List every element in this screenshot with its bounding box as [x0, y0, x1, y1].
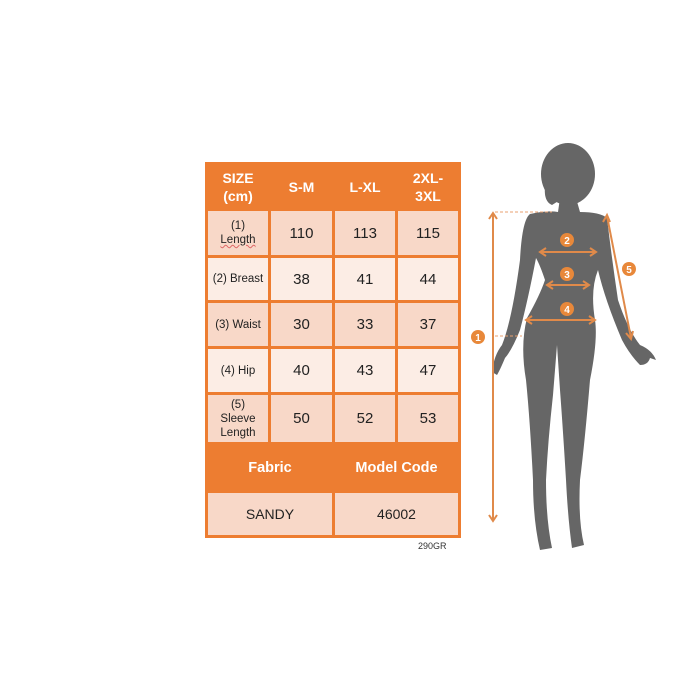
cell: 47: [395, 346, 461, 395]
marker-3: 3: [560, 267, 574, 281]
marker-2: 2: [560, 233, 574, 247]
marker-5: 5: [622, 262, 636, 276]
table-row: (2) Breast 38 41 44: [205, 255, 461, 303]
length-arrow: [488, 211, 498, 523]
row-num: (1): [230, 220, 246, 232]
table-row: (3) Waist 30 33 37: [205, 300, 461, 349]
row-num: (3): [215, 318, 230, 331]
fabric-weight: 290GR: [418, 541, 447, 551]
measurement-markers: 1 2 3 4 5: [471, 233, 636, 344]
row-name: Length: [220, 234, 256, 246]
row-num: (4): [220, 364, 235, 377]
marker-1: 1: [471, 330, 485, 344]
cell: 52: [332, 392, 398, 445]
row-label: (4) Hip: [205, 346, 271, 395]
sleeve-arrow: [602, 212, 634, 342]
hip-arrow: [524, 315, 597, 325]
header-l-xl: L-XL: [332, 162, 398, 211]
row-name: Hip: [238, 364, 256, 377]
model-code-value: 46002: [332, 490, 461, 538]
svg-text:1: 1: [475, 333, 481, 344]
svg-text:3: 3: [564, 270, 570, 281]
cell: 113: [332, 208, 398, 258]
breast-arrow: [538, 247, 598, 257]
cell: 44: [395, 255, 461, 303]
guide-lines: [495, 211, 552, 337]
cell: 115: [395, 208, 461, 258]
row-num: (2): [212, 273, 227, 285]
svg-text:4: 4: [564, 305, 570, 316]
cell: 38: [268, 255, 335, 303]
header-row: SIZE (cm) S-M L-XL 2XL-3XL: [205, 162, 461, 211]
cell: 53: [395, 392, 461, 445]
cell: 37: [395, 300, 461, 349]
waist-arrow: [545, 280, 591, 290]
cell: 41: [332, 255, 398, 303]
row-name: Sleeve Length: [220, 412, 256, 439]
row-num: (5): [230, 398, 246, 411]
cell: 50: [268, 392, 335, 445]
silhouette: [492, 143, 656, 550]
header-size-label: SIZE (cm): [222, 169, 254, 204]
fabric-value: SANDY: [205, 490, 335, 538]
header-2xl-3xl: 2XL-3XL: [395, 162, 461, 211]
footer-value-row: SANDY 46002: [205, 490, 461, 538]
table-row: (5) Sleeve Length 50 52 53: [205, 392, 461, 445]
fabric-header: Fabric: [205, 442, 335, 493]
size-chart-table: SIZE (cm) S-M L-XL 2XL-3XL (1) Length 110…: [205, 162, 461, 538]
cell: 110: [268, 208, 335, 258]
row-label: (3) Waist: [205, 300, 271, 349]
table-row: (4) Hip 40 43 47: [205, 346, 461, 395]
footer-header-row: Fabric Model Code: [205, 442, 461, 493]
svg-text:2: 2: [564, 236, 570, 247]
model-code-header: Model Code: [332, 442, 461, 493]
row-label: (1) Length: [205, 208, 271, 258]
row-name: Waist: [232, 318, 261, 331]
row-label: (5) Sleeve Length: [205, 392, 271, 445]
header-s-m: S-M: [268, 162, 335, 211]
row-label: (2) Breast: [205, 255, 271, 303]
header-size: SIZE (cm): [205, 162, 271, 211]
measurement-arrows: [488, 211, 634, 523]
marker-4: 4: [560, 302, 574, 316]
cell: 40: [268, 346, 335, 395]
cell: 43: [332, 346, 398, 395]
header-2xl-3xl-label: 2XL-3XL: [412, 169, 444, 204]
cell: 33: [332, 300, 398, 349]
table-row: (1) Length 110 113 115: [205, 208, 461, 258]
row-name: Breast: [230, 273, 264, 285]
cell: 30: [268, 300, 335, 349]
svg-text:5: 5: [626, 265, 632, 276]
